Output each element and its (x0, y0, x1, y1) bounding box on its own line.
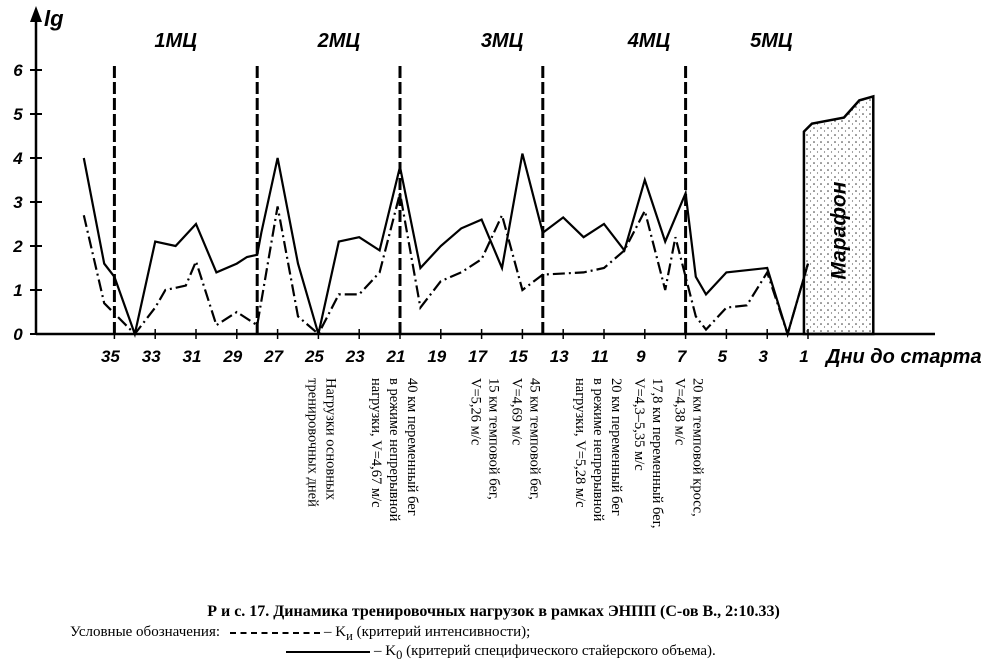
x-tick-label: 11 (591, 347, 609, 366)
x-tick-label: 13 (550, 347, 569, 366)
microcycle-label: 4МЦ (627, 30, 671, 52)
y-axis-label: lg (44, 6, 64, 31)
marathon-shape (802, 94, 875, 336)
y-tick-label: 1 (13, 281, 22, 300)
x-tick-label: 15 (509, 347, 528, 366)
annotation-line: 17,8 км переменный бег, (649, 378, 665, 529)
microcycle-labels: 1МЦ 2МЦ 3МЦ 4МЦ 5МЦ (154, 30, 792, 52)
annotation-line: нагрузки, V=5,28 м/с (572, 378, 588, 508)
annotation-line: V=4,38 м/с (672, 378, 688, 445)
microcycle-label: 3МЦ (481, 30, 524, 52)
x-tick-label: 27 (263, 347, 284, 366)
y-tick-labels: 0 1 2 3 4 5 6 (12, 61, 42, 344)
x-tick-label: 1 (799, 347, 808, 366)
microcycle-label: 5МЦ (750, 30, 793, 52)
axes (30, 6, 935, 336)
annotation-line: V=5,26 м/с (468, 378, 484, 445)
annotation-line: нагрузки, V=4,67 м/с (368, 378, 384, 508)
marathon-block: Марафон (802, 94, 875, 336)
annotation-line: в режиме непрерывной (590, 378, 606, 522)
y-tick-label: 0 (13, 325, 23, 344)
x-tick-label: 31 (183, 347, 202, 366)
y-tick-label: 6 (13, 61, 23, 80)
y-tick-label: 4 (12, 149, 23, 168)
y-tick-label: 2 (12, 237, 23, 256)
y-axis-arrow (30, 6, 42, 22)
x-tick-label: 7 (677, 347, 688, 366)
annotation-line: 15 км темповой бег, (486, 378, 502, 500)
annotation-line: V=4,3–5,35 м/с (631, 378, 647, 471)
legend-ki-description: (критерий интенсивности); (352, 624, 531, 640)
annotation-line: 20 км темповой кросс, (690, 378, 706, 517)
annotation-line: 45 км темповой бег, (526, 378, 542, 500)
dash-dot-line-sample (230, 631, 321, 634)
x-tick-label: 3 (758, 347, 768, 366)
legend-ki-subscript: и (346, 629, 353, 643)
k0-series-line (82, 153, 810, 338)
x-tick-label: 33 (142, 347, 161, 366)
microcycle-label: 1МЦ (154, 30, 197, 52)
x-tick-label: 29 (222, 347, 242, 366)
solid-line-sample (286, 650, 370, 653)
x-tick-labels: 35 33 31 29 27 25 23 21 19 17 15 13 11 9 7 5 3 1 (101, 329, 809, 366)
ki-series-line (82, 192, 810, 338)
legend-ki-prefix: – K (324, 624, 347, 640)
annotation-line: 20 км переменный бег (608, 378, 624, 516)
annotation-line: V=4,69 м/с (508, 378, 524, 445)
x-tick-label: 23 (345, 347, 365, 366)
series-lines (82, 153, 810, 338)
annotation-line: Нагрузки основных (322, 378, 338, 501)
legend-ki-row: Условные обозначения: – Kи (критерий инте… (70, 624, 530, 644)
legend-k0-subscript: 0 (396, 648, 403, 662)
figure-caption: Р и с. 17. Динамика тренировочных нагруз… (207, 603, 780, 620)
marathon-label: Марафон (828, 181, 851, 279)
x-axis-label: Дни до старта (824, 346, 982, 368)
microcycle-label: 2МЦ (317, 30, 361, 52)
x-tick-label: 17 (468, 347, 488, 366)
legend-title: Условные обозначения: (70, 624, 221, 640)
y-tick-label: 5 (13, 105, 23, 124)
legend-k0-row: – K0 (критерий специфического стайерског… (286, 643, 716, 663)
x-tick-label: 5 (718, 347, 728, 366)
x-tick-label: 9 (636, 347, 646, 366)
annotation-line: 40 км переменный бег (404, 378, 420, 516)
x-tick-label: 25 (304, 347, 324, 366)
y-tick-label: 3 (13, 193, 23, 212)
x-tick-label: 35 (101, 347, 120, 366)
annotation-line: в режиме непрерывной (386, 378, 402, 522)
annotation-line: тренировочных дней (304, 378, 320, 507)
legend-k0-prefix: – K (374, 643, 397, 659)
legend-k0-description: (критерий специфического стайерского объ… (402, 643, 716, 659)
x-tick-label: 21 (386, 347, 406, 366)
x-tick-label: 19 (427, 347, 446, 366)
microcycle-dividers (112, 66, 688, 334)
